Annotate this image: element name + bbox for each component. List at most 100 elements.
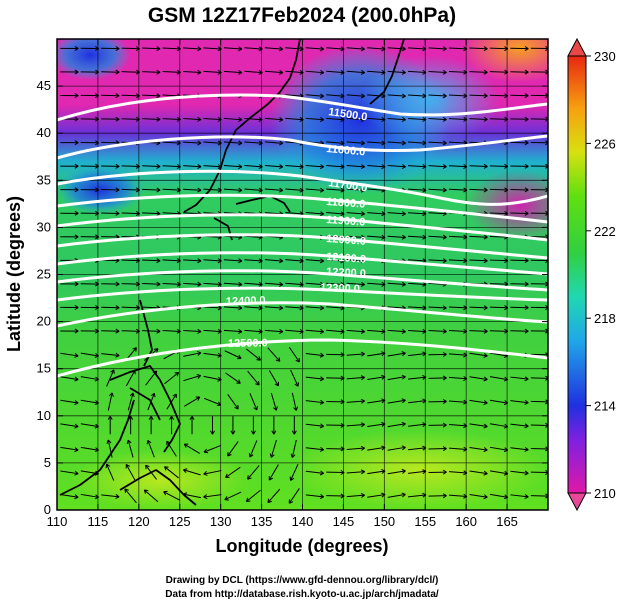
wind-vector <box>367 165 386 168</box>
wind-vector <box>346 164 365 168</box>
wind-arrowhead <box>545 375 548 381</box>
wind-vector <box>264 259 283 262</box>
wind-arrowhead <box>381 69 386 75</box>
wind-vector <box>127 439 134 458</box>
wind-vector <box>408 282 427 285</box>
wind-arrowhead <box>110 369 115 374</box>
wind-arrowhead <box>545 422 548 428</box>
wind-vector <box>121 47 140 50</box>
wind-arrowhead <box>95 69 99 75</box>
wind-arrowhead <box>360 140 365 146</box>
wind-arrowhead <box>360 375 365 381</box>
wind-vector <box>408 212 427 215</box>
contour-label-12500: 12500.0 <box>228 337 268 350</box>
contour-label-12100: 12100.0 <box>326 251 367 266</box>
wind-vector <box>408 117 427 121</box>
wind-arrowhead <box>145 464 150 470</box>
contour-label-12200: 12200.0 <box>326 266 366 280</box>
wind-vector <box>387 446 406 451</box>
wind-arrowhead <box>196 374 202 379</box>
wind-arrowhead <box>132 347 137 352</box>
y-tick-label: 20 <box>37 314 51 329</box>
wind-arrowhead <box>340 352 345 358</box>
x-tick-label: 145 <box>333 514 355 529</box>
wind-vector <box>346 400 365 403</box>
wind-vector <box>367 188 386 191</box>
wind-arrowhead <box>126 439 132 445</box>
wind-vector <box>489 236 508 238</box>
wind-arrowhead <box>381 351 386 357</box>
wind-arrowhead <box>279 281 284 287</box>
wind-arrowhead <box>442 234 447 240</box>
wind-arrowhead <box>95 116 99 122</box>
wind-vector <box>469 423 488 428</box>
wind-vector <box>106 369 115 387</box>
wind-vector <box>288 488 300 504</box>
wind-vector <box>249 440 258 458</box>
wind-arrowhead <box>360 351 365 357</box>
wind-vector <box>469 330 488 332</box>
wind-vector <box>246 348 261 361</box>
wind-vector <box>244 188 263 191</box>
wind-arrowhead <box>340 469 345 475</box>
wind-vector <box>367 446 386 451</box>
wind-arrowhead <box>115 494 120 499</box>
wind-arrowhead <box>340 399 345 405</box>
wind-vector <box>408 188 427 191</box>
wind-vector <box>203 352 222 357</box>
wind-arrowhead <box>217 46 222 52</box>
footer-source-line: Data from http://database.rish.kyoto-u.a… <box>165 589 439 600</box>
wind-arrowhead <box>422 187 427 193</box>
wind-arrowhead <box>197 46 202 52</box>
wind-vector <box>408 400 427 404</box>
wind-arrowhead <box>217 140 222 146</box>
wind-vector <box>469 165 488 168</box>
wind-vector <box>387 165 406 168</box>
contour-label-12000: 12000.0 <box>326 233 367 248</box>
wind-arrowhead <box>524 399 529 405</box>
wind-arrowhead <box>360 69 365 75</box>
wind-vector <box>346 47 365 50</box>
wind-arrowhead <box>197 164 202 169</box>
wind-vector <box>183 188 202 191</box>
contour-label-12400: 12400.0 <box>226 295 266 308</box>
wind-arrowhead <box>463 234 468 240</box>
wind-vector <box>408 353 427 357</box>
wind-arrowhead <box>107 415 113 420</box>
footer-credit-line: Drawing by DCL (https://www.gfd-dennou.o… <box>166 575 439 586</box>
wind-vector <box>142 330 161 332</box>
wind-arrowhead <box>545 69 548 75</box>
wind-vector <box>290 369 299 387</box>
wind-arrowhead <box>289 476 295 481</box>
wind-arrowhead <box>360 46 365 52</box>
wind-arrowhead <box>504 116 509 122</box>
wind-vector <box>60 494 79 498</box>
wind-vector <box>428 47 447 50</box>
wind-arrowhead <box>340 446 345 452</box>
wind-arrowhead <box>545 140 548 146</box>
wind-arrowhead <box>197 140 202 146</box>
wind-vector <box>489 493 508 498</box>
wind-vector <box>183 329 202 333</box>
wind-vector <box>346 94 365 97</box>
wind-vector <box>183 118 202 121</box>
wind-arrowhead <box>422 374 427 380</box>
wind-arrowhead <box>197 258 202 264</box>
wind-vector <box>448 353 467 356</box>
wind-arrowhead <box>156 328 161 334</box>
wind-arrowhead <box>463 376 468 382</box>
wind-vector <box>326 141 345 144</box>
wind-vector <box>223 47 242 50</box>
contour-labels: 11500.0 11600.0 11700.0 11800.0 11900.0 … <box>226 106 368 350</box>
wind-arrowhead <box>381 234 386 240</box>
wind-arrowhead <box>504 69 509 75</box>
wind-arrowhead <box>209 430 215 435</box>
wind-arrowhead <box>483 447 488 453</box>
x-tick-label: 110 <box>47 514 68 529</box>
wind-arrowhead <box>422 422 427 428</box>
wind-vector <box>264 141 283 144</box>
wind-arrowhead <box>422 69 427 75</box>
wind-arrowhead <box>197 69 202 75</box>
wind-arrowhead <box>504 258 509 264</box>
wind-vector <box>285 94 304 97</box>
